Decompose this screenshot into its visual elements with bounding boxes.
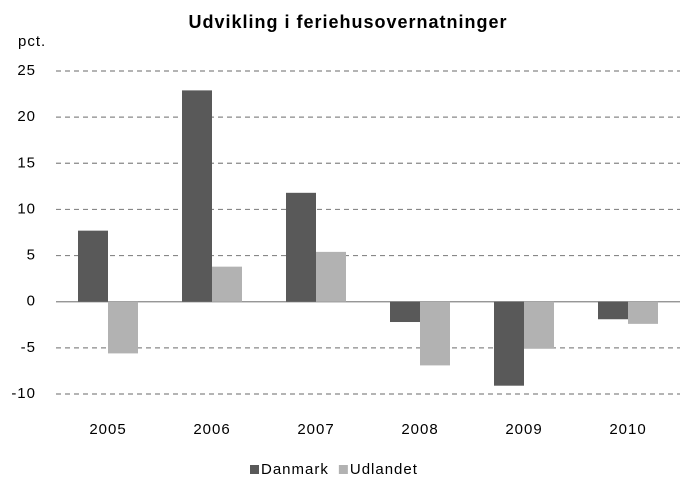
x-tick-label: 2009 <box>505 421 542 438</box>
x-tick-label: 2007 <box>297 421 334 438</box>
bar <box>420 301 450 366</box>
x-tick-label: 2008 <box>401 421 438 438</box>
bar <box>524 301 554 349</box>
bar <box>78 230 108 302</box>
x-tick-label: 2005 <box>89 421 126 438</box>
y-tick-label: 15 <box>17 154 36 171</box>
y-axis-label: pct. <box>18 33 46 50</box>
legend-swatch <box>338 465 348 474</box>
bar <box>598 301 628 320</box>
bar <box>108 301 138 354</box>
legend-swatch <box>250 465 259 474</box>
chart-title: Udvikling i feriehusovernatninger <box>188 12 507 32</box>
legend-label: Udlandet <box>350 461 418 478</box>
y-tick-label: -5 <box>21 339 36 356</box>
bar <box>286 192 316 302</box>
y-tick-label: -10 <box>11 385 36 402</box>
bar <box>182 90 212 302</box>
y-tick-label: 0 <box>27 293 36 310</box>
bar <box>494 301 524 386</box>
legend-label: Danmark <box>261 461 329 478</box>
y-tick-label: 25 <box>17 62 36 79</box>
bar <box>390 301 420 323</box>
bar <box>316 251 346 302</box>
x-tick-label: 2006 <box>193 421 230 438</box>
y-tick-label: 5 <box>27 247 36 264</box>
x-tick-label: 2010 <box>609 421 646 438</box>
bar <box>212 266 242 302</box>
bar <box>628 301 658 324</box>
y-tick-label: 10 <box>17 200 36 217</box>
y-tick-label: 20 <box>17 108 36 125</box>
